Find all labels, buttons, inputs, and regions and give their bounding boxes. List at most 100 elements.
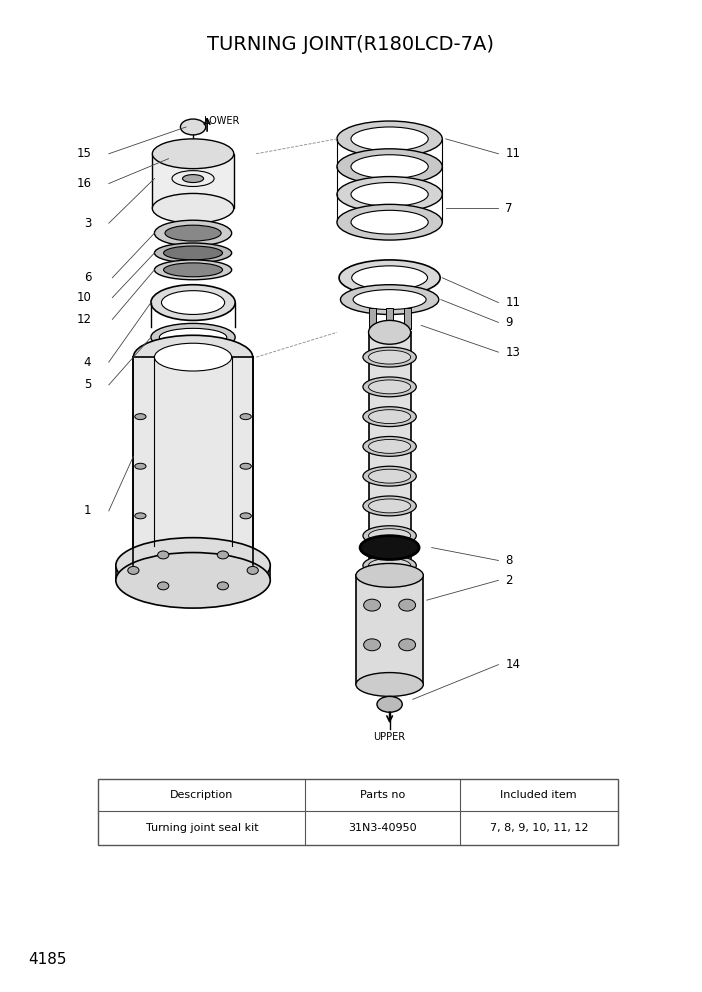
Ellipse shape — [133, 335, 253, 379]
Ellipse shape — [159, 328, 227, 346]
Ellipse shape — [351, 127, 428, 151]
Bar — [369, 332, 411, 684]
Ellipse shape — [164, 263, 223, 277]
Ellipse shape — [128, 566, 139, 574]
Ellipse shape — [369, 380, 411, 394]
Text: 4185: 4185 — [28, 952, 67, 967]
Ellipse shape — [151, 285, 235, 320]
Ellipse shape — [351, 183, 428, 206]
Ellipse shape — [240, 463, 251, 469]
Ellipse shape — [369, 499, 411, 513]
Text: 16: 16 — [77, 177, 91, 190]
Text: Turning joint seal kit: Turning joint seal kit — [145, 823, 258, 833]
Bar — [404, 308, 411, 329]
Text: 31N3-40950: 31N3-40950 — [348, 823, 417, 833]
Ellipse shape — [154, 243, 232, 263]
Ellipse shape — [363, 645, 416, 665]
Ellipse shape — [399, 599, 416, 611]
Ellipse shape — [164, 246, 223, 260]
Text: TURNING JOINT(R180LCD-7A): TURNING JOINT(R180LCD-7A) — [208, 35, 494, 55]
Ellipse shape — [183, 175, 204, 183]
Ellipse shape — [135, 513, 146, 519]
Bar — [152, 154, 234, 208]
Ellipse shape — [157, 582, 168, 590]
Ellipse shape — [152, 193, 234, 223]
Ellipse shape — [116, 553, 270, 608]
Ellipse shape — [369, 588, 411, 602]
Ellipse shape — [240, 414, 251, 420]
Text: 4: 4 — [84, 355, 91, 369]
Bar — [133, 357, 253, 565]
Ellipse shape — [353, 290, 426, 310]
Ellipse shape — [151, 323, 235, 351]
Text: 7: 7 — [505, 201, 513, 215]
Ellipse shape — [363, 556, 416, 575]
Bar — [369, 308, 376, 329]
Ellipse shape — [154, 343, 232, 371]
Ellipse shape — [247, 566, 258, 574]
Ellipse shape — [154, 260, 232, 280]
Ellipse shape — [363, 407, 416, 427]
Ellipse shape — [337, 121, 442, 157]
Ellipse shape — [363, 436, 416, 456]
Text: 13: 13 — [505, 345, 520, 359]
Ellipse shape — [339, 260, 440, 296]
Ellipse shape — [337, 149, 442, 185]
Text: UPPER: UPPER — [373, 732, 406, 742]
Bar — [98, 779, 618, 845]
Ellipse shape — [152, 139, 234, 169]
Ellipse shape — [161, 291, 225, 314]
Text: Included item: Included item — [501, 790, 577, 801]
Bar — [356, 575, 423, 684]
Ellipse shape — [369, 469, 411, 483]
Ellipse shape — [369, 623, 411, 637]
Ellipse shape — [364, 599, 380, 611]
Text: 7, 8, 9, 10, 11, 12: 7, 8, 9, 10, 11, 12 — [489, 823, 588, 833]
Bar — [386, 308, 393, 329]
Text: 12: 12 — [77, 312, 91, 326]
Ellipse shape — [369, 350, 411, 364]
Ellipse shape — [180, 119, 206, 135]
Ellipse shape — [356, 673, 423, 696]
Ellipse shape — [377, 696, 402, 712]
Text: 11: 11 — [505, 296, 520, 310]
Ellipse shape — [369, 558, 411, 572]
Ellipse shape — [135, 463, 146, 469]
Ellipse shape — [363, 620, 416, 640]
Ellipse shape — [158, 551, 169, 558]
Text: Parts no: Parts no — [360, 790, 405, 801]
Text: Description: Description — [170, 790, 234, 801]
Ellipse shape — [352, 266, 428, 290]
Ellipse shape — [369, 529, 411, 543]
Ellipse shape — [135, 414, 146, 420]
Ellipse shape — [363, 585, 416, 605]
Text: 8: 8 — [505, 554, 513, 567]
Ellipse shape — [240, 513, 251, 519]
Ellipse shape — [360, 536, 419, 559]
Ellipse shape — [369, 648, 411, 662]
Text: 1: 1 — [84, 504, 91, 518]
Ellipse shape — [218, 582, 228, 590]
Ellipse shape — [399, 639, 416, 651]
Text: 15: 15 — [77, 147, 91, 161]
Text: 10: 10 — [77, 291, 91, 305]
Ellipse shape — [369, 320, 411, 344]
Bar — [116, 565, 270, 580]
Ellipse shape — [116, 538, 270, 593]
Ellipse shape — [351, 210, 428, 234]
Text: 6: 6 — [84, 271, 91, 285]
Ellipse shape — [337, 177, 442, 212]
Ellipse shape — [337, 204, 442, 240]
Text: 2: 2 — [505, 573, 513, 587]
Ellipse shape — [363, 526, 416, 546]
Text: 14: 14 — [505, 658, 520, 672]
Ellipse shape — [364, 639, 380, 651]
Ellipse shape — [340, 285, 439, 314]
Text: LOWER: LOWER — [204, 116, 239, 126]
Ellipse shape — [363, 496, 416, 516]
Text: 3: 3 — [84, 216, 91, 230]
Ellipse shape — [165, 225, 221, 241]
Ellipse shape — [356, 563, 423, 587]
Ellipse shape — [154, 220, 232, 246]
Ellipse shape — [351, 155, 428, 179]
